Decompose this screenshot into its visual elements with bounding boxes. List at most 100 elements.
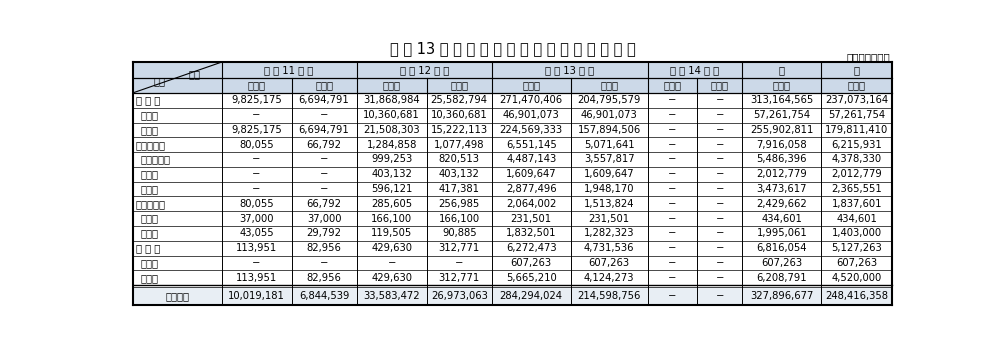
Text: −: −: [668, 125, 676, 135]
Text: 6,844,539: 6,844,539: [299, 291, 349, 301]
Bar: [133, 93, 892, 285]
Text: −: −: [715, 229, 724, 238]
Text: 57,261,754: 57,261,754: [753, 110, 810, 120]
Text: −: −: [668, 169, 676, 179]
Text: 港 湾 等: 港 湾 等: [136, 243, 160, 253]
Text: 治山施設等: 治山施設等: [140, 154, 170, 165]
Text: 事業費: 事業費: [773, 81, 791, 91]
Text: 補　助: 補 助: [140, 273, 158, 283]
Text: −: −: [668, 199, 676, 209]
Text: 直　轄: 直 轄: [140, 110, 158, 120]
Text: −: −: [668, 140, 676, 150]
Text: 平 成 13 年 災: 平 成 13 年 災: [545, 65, 594, 75]
Text: 1,948,170: 1,948,170: [584, 184, 634, 194]
Text: −: −: [715, 140, 724, 150]
Text: 漁港・海岸: 漁港・海岸: [136, 199, 166, 209]
Text: 43,055: 43,055: [239, 229, 274, 238]
Text: 国　費: 国 費: [450, 81, 468, 91]
Text: 2,365,551: 2,365,551: [831, 184, 882, 194]
Text: 合: 合: [779, 65, 785, 75]
Text: −: −: [668, 154, 676, 165]
Text: 284,294,024: 284,294,024: [500, 291, 563, 301]
Text: −: −: [387, 258, 396, 268]
Text: 直　轄: 直 轄: [140, 214, 158, 224]
Text: 5,486,396: 5,486,396: [757, 154, 807, 165]
Text: 7,916,058: 7,916,058: [756, 140, 807, 150]
Text: −: −: [252, 110, 261, 120]
Text: −: −: [668, 229, 676, 238]
Text: 285,605: 285,605: [371, 199, 412, 209]
Bar: [133, 78, 892, 93]
Text: 1,403,000: 1,403,000: [832, 229, 882, 238]
Text: −: −: [668, 184, 676, 194]
Bar: [133, 287, 892, 305]
Text: 113,951: 113,951: [236, 273, 277, 283]
Text: −: −: [715, 199, 724, 209]
Text: 直　轄: 直 轄: [140, 258, 158, 268]
Text: 10,360,681: 10,360,681: [363, 110, 420, 120]
Text: 補　助: 補 助: [140, 125, 158, 135]
Text: 21,508,303: 21,508,303: [363, 125, 420, 135]
Text: −: −: [320, 154, 328, 165]
Text: 国　費: 国 費: [315, 81, 333, 91]
Text: 1,077,498: 1,077,498: [434, 140, 484, 150]
Text: −: −: [320, 258, 328, 268]
Text: 312,771: 312,771: [439, 243, 480, 253]
Text: 平 成 14 年 災: 平 成 14 年 災: [670, 65, 720, 75]
Text: 607,263: 607,263: [511, 258, 552, 268]
Text: −: −: [320, 184, 328, 194]
Text: 26,973,063: 26,973,063: [431, 291, 488, 301]
Text: −: −: [455, 258, 463, 268]
Text: −: −: [252, 169, 261, 179]
Text: −: −: [252, 154, 261, 165]
Text: 2,064,002: 2,064,002: [506, 199, 556, 209]
Text: 2,429,662: 2,429,662: [756, 199, 807, 209]
Text: 46,901,073: 46,901,073: [581, 110, 638, 120]
Text: 直　轄: 直 轄: [140, 169, 158, 179]
Text: 6,551,145: 6,551,145: [506, 140, 557, 150]
Text: 事業費: 事業費: [383, 81, 401, 91]
Text: −: −: [252, 184, 261, 194]
Text: 1,837,601: 1,837,601: [831, 199, 882, 209]
Text: −: −: [715, 258, 724, 268]
Text: 9,825,175: 9,825,175: [231, 125, 282, 135]
Text: 6,272,473: 6,272,473: [506, 243, 557, 253]
Text: 25,582,794: 25,582,794: [431, 95, 488, 105]
Text: 429,630: 429,630: [371, 243, 412, 253]
Text: −: −: [715, 154, 724, 165]
Text: 80,055: 80,055: [239, 199, 274, 209]
Text: 10,019,181: 10,019,181: [228, 291, 285, 301]
Text: 33,583,472: 33,583,472: [363, 291, 420, 301]
Text: 256,985: 256,985: [439, 199, 480, 209]
Text: 607,263: 607,263: [589, 258, 630, 268]
Text: 国　費: 国 費: [711, 81, 729, 91]
Text: 313,164,565: 313,164,565: [750, 95, 813, 105]
Text: 5,071,641: 5,071,641: [584, 140, 634, 150]
Text: 46,901,073: 46,901,073: [503, 110, 560, 120]
Text: 37,000: 37,000: [307, 214, 341, 224]
Text: −: −: [715, 273, 724, 283]
Text: 1,995,061: 1,995,061: [756, 229, 807, 238]
Text: 429,630: 429,630: [371, 273, 412, 283]
Text: 2,012,779: 2,012,779: [831, 169, 882, 179]
Text: −: −: [252, 258, 261, 268]
Text: −: −: [715, 291, 724, 301]
Text: 1,832,501: 1,832,501: [506, 229, 556, 238]
Text: −: −: [320, 169, 328, 179]
Text: 255,902,811: 255,902,811: [750, 125, 813, 135]
Text: −: −: [715, 214, 724, 224]
Text: −: −: [715, 110, 724, 120]
Text: 179,811,410: 179,811,410: [825, 125, 888, 135]
Text: −: −: [715, 184, 724, 194]
Text: 57,261,754: 57,261,754: [828, 110, 885, 120]
Text: 1,284,858: 1,284,858: [366, 140, 417, 150]
Text: 82,956: 82,956: [307, 273, 342, 283]
Text: 37,000: 37,000: [239, 214, 274, 224]
Text: 1,513,824: 1,513,824: [584, 199, 634, 209]
Text: 607,263: 607,263: [836, 258, 877, 268]
Text: 434,601: 434,601: [836, 214, 877, 224]
Text: 403,132: 403,132: [439, 169, 480, 179]
Text: 区分: 区分: [189, 69, 201, 79]
Text: 607,263: 607,263: [761, 258, 802, 268]
Text: −: −: [715, 95, 724, 105]
